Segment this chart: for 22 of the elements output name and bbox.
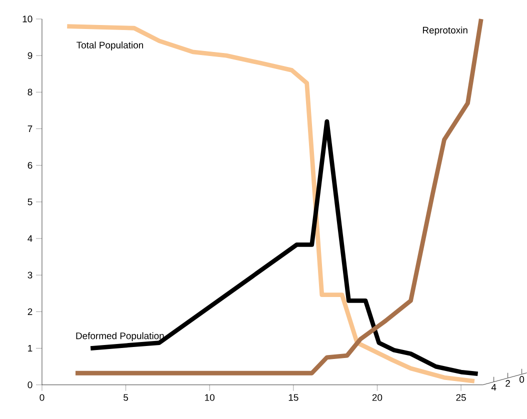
x-tick-label: 5 bbox=[124, 394, 128, 401]
text: 0 bbox=[520, 376, 524, 383]
y-tick-label: 0 bbox=[28, 382, 32, 388]
y-tick-label: 1 bbox=[28, 345, 32, 352]
x-tick-label: 0 bbox=[40, 394, 44, 401]
y-tick-label: 3 bbox=[28, 272, 32, 279]
y-tick-label: 10 bbox=[22, 16, 32, 22]
series-label: Reprotoxin bbox=[422, 26, 468, 36]
text: 4 bbox=[491, 384, 496, 391]
y-tick-label: 9 bbox=[28, 52, 32, 59]
y-tick-label: 7 bbox=[28, 126, 32, 132]
y-tick-label: 2 bbox=[28, 308, 32, 316]
y-tick-label: 6 bbox=[28, 162, 32, 169]
y-tick-label: 4 bbox=[28, 235, 32, 242]
y-tick-label: 5 bbox=[28, 198, 32, 206]
x-tick-label: 25 bbox=[456, 394, 466, 401]
y-tick-label: 8 bbox=[28, 88, 32, 96]
x-tick-label: 15 bbox=[288, 394, 298, 401]
text: 2 bbox=[506, 380, 510, 387]
x-tick-label: 10 bbox=[205, 394, 214, 401]
x-tick-label: 20 bbox=[372, 394, 382, 401]
series-label: Total Population bbox=[76, 42, 144, 50]
